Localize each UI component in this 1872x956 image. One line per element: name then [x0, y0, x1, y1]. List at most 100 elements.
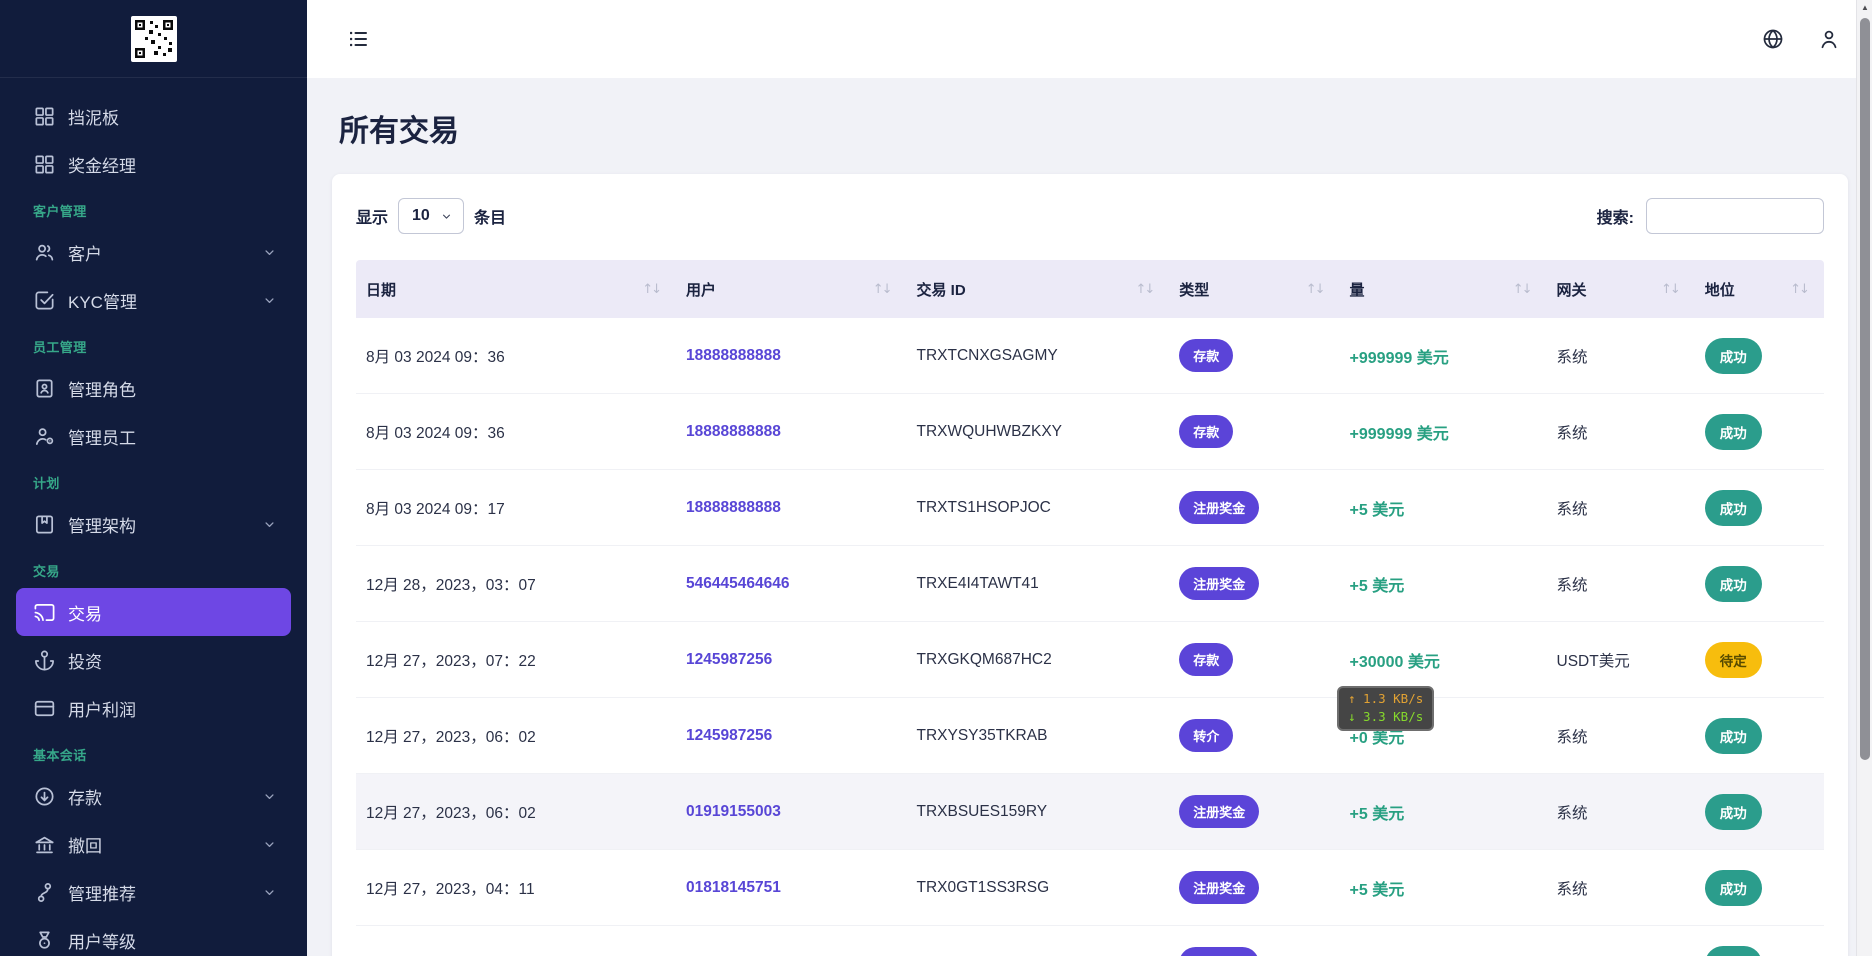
main-content: 所有交易 显示 10 条目 搜索:: [307, 78, 1872, 956]
table-row[interactable]: 12月 27，2023，06：02 1245987256 TRXYSY35TKR…: [356, 698, 1824, 774]
table-row[interactable]: 8月 03 2024 09：36 18888888888 TRXWQUHWBZK…: [356, 394, 1824, 470]
anchor-icon: [33, 649, 56, 672]
sidebar-item-user-levels[interactable]: 用户等级: [16, 916, 291, 956]
sidebar-item-label: 用户等级: [68, 932, 136, 952]
status-badge: 成功: [1704, 793, 1762, 830]
sort-icon: ↑↓: [1305, 281, 1326, 297]
table-row[interactable]: 8月 03 2024 09：17 18888888888 TRXTS1HSOPJ…: [356, 470, 1824, 546]
user-link[interactable]: 1245987256: [686, 650, 773, 668]
table-row[interactable]: 12月 27，2023，08：25 860689969 TRX1RVNHHJPW…: [356, 926, 1824, 956]
show-label: 显示: [356, 210, 389, 227]
globe-icon: [1763, 29, 1783, 49]
table-row[interactable]: 12月 28，2023，03：07 546445464646 TRXE4I4TA…: [356, 546, 1824, 622]
page-size-select[interactable]: 10: [398, 198, 465, 234]
cell-gateway: 系统: [1556, 728, 1588, 746]
sidebar-item-transactions[interactable]: 交易: [16, 588, 291, 636]
sidebar-section-transactions: 交易: [33, 564, 60, 579]
cell-date: 12月 27，2023，04：11: [366, 880, 535, 898]
sidebar-item-user-profit[interactable]: 用户利润: [16, 684, 291, 732]
sidebar-item-withdrawals[interactable]: 撤回: [16, 820, 291, 868]
header-status[interactable]: 地位 ↑↓: [1704, 281, 1810, 299]
status-badge: 成功: [1704, 413, 1762, 450]
share-nodes-icon: [33, 881, 56, 904]
user-icon: [1821, 30, 1837, 49]
page-size-value: 10: [412, 207, 430, 224]
chevron-down-icon: [440, 210, 453, 223]
sidebar-item-kyc-management[interactable]: KYC管理: [16, 276, 291, 324]
sidebar-item-label: 管理角色: [68, 380, 136, 400]
sort-icon: ↑↓: [1660, 281, 1681, 297]
cast-icon: [33, 601, 56, 624]
sidebar-item-investment[interactable]: 投资: [16, 636, 291, 684]
search-label: 搜索:: [1596, 210, 1634, 227]
cell-gateway: 系统: [1556, 880, 1588, 898]
sort-icon: ↑↓: [1512, 281, 1533, 297]
search-control: 搜索:: [1597, 198, 1824, 234]
table-body: 8月 03 2024 09：36 18888888888 TRXTCNXGSAG…: [356, 318, 1824, 956]
language-button[interactable]: [1760, 26, 1786, 52]
sidebar-item-label: 存款: [68, 788, 102, 808]
sidebar-item-label: 管理员工: [68, 428, 136, 448]
header-gateway[interactable]: 网关 ↑↓: [1556, 281, 1681, 299]
user-link[interactable]: 18888888888: [686, 422, 781, 440]
search-input[interactable]: [1646, 198, 1824, 234]
menu-toggle-button[interactable]: [345, 26, 371, 52]
sidebar-section-basic-sessions: 基本会话: [33, 748, 87, 763]
user-link[interactable]: 01818145751: [686, 878, 781, 896]
sidebar-nav: 挡泥板 奖金经理 客户管理 客户 KYC管理 员工管理 管理角色: [0, 78, 307, 956]
transactions-card: 显示 10 条目 搜索: 日期 ↑↓ 用户 ↑: [332, 174, 1848, 956]
sidebar-item-manage-referrals[interactable]: 管理推荐: [16, 868, 291, 916]
download-speed: ↓ 3.3 KB/s: [1348, 709, 1424, 724]
sidebar-item-label: 管理推荐: [68, 884, 136, 904]
transactions-table: 日期 ↑↓ 用户 ↑↓ 交易 ID ↑↓ 类型 ↑↓ 量 ↑↓ 网关 ↑↓ 地位 ↑↓ 8月 …: [356, 260, 1824, 956]
cell-amount: +999999 美元: [1349, 425, 1449, 443]
sidebar-item-customers[interactable]: 客户: [16, 228, 291, 276]
type-badge: 注册奖金: [1179, 491, 1260, 524]
sidebar-item-manage-roles[interactable]: 管理角色: [16, 364, 291, 412]
sidebar: 挡泥板 奖金经理 客户管理 客户 KYC管理 员工管理 管理角色: [0, 0, 307, 956]
sidebar-item-dashboard[interactable]: 挡泥板: [16, 92, 291, 140]
window-scrollbar[interactable]: ▲: [1856, 0, 1872, 956]
cell-amount: +999999 美元: [1349, 349, 1449, 367]
table-row[interactable]: 12月 27，2023，07：22 1245987256 TRXGKQM687H…: [356, 622, 1824, 698]
header-transaction-id[interactable]: 交易 ID ↑↓: [916, 281, 1155, 299]
table-row[interactable]: 12月 27，2023，04：11 01818145751 TRX0GT1SS3…: [356, 850, 1824, 926]
header-amount[interactable]: 量 ↑↓: [1349, 281, 1533, 299]
scrollbar-up-arrow[interactable]: ▲: [1861, 3, 1869, 12]
user-link[interactable]: 18888888888: [686, 498, 781, 516]
header-user[interactable]: 用户 ↑↓: [686, 281, 892, 299]
cell-transaction-id: TRX0GT1SS3RSG: [916, 878, 1050, 896]
content-area: 所有交易 显示 10 条目 搜索:: [307, 0, 1872, 956]
scrollbar-thumb[interactable]: [1860, 18, 1870, 760]
status-badge: 成功: [1704, 489, 1762, 526]
type-badge: 注册奖金: [1179, 871, 1260, 904]
cell-gateway: 系统: [1556, 348, 1588, 366]
sidebar-item-manage-employees[interactable]: 管理员工: [16, 412, 291, 460]
list-icon: [349, 30, 367, 48]
user-link[interactable]: 860689969: [686, 955, 764, 956]
profile-button[interactable]: [1816, 26, 1842, 52]
sidebar-item-label: 挡泥板: [68, 108, 119, 128]
cell-amount: +5 美元: [1349, 501, 1405, 519]
user-link[interactable]: 1245987256: [686, 726, 773, 744]
type-badge: 注册奖金: [1179, 567, 1260, 600]
cell-date: 12月 27，2023，07：22: [366, 652, 536, 670]
table-row[interactable]: 12月 27，2023，06：02 01919155003 TRXBSUES15…: [356, 774, 1824, 850]
user-link[interactable]: 01919155003: [686, 802, 781, 820]
sidebar-item-bonus-manager[interactable]: 奖金经理: [16, 140, 291, 188]
cell-date: 12月 28，2023，03：07: [366, 576, 536, 594]
chevron-down-icon: [262, 885, 277, 900]
topbar: [307, 0, 1872, 78]
header-type[interactable]: 类型 ↑↓: [1179, 281, 1326, 299]
sidebar-item-deposits[interactable]: 存款: [16, 772, 291, 820]
sidebar-item-manage-structure[interactable]: 管理架构: [16, 500, 291, 548]
page-title: 所有交易: [339, 115, 459, 148]
user-link[interactable]: 18888888888: [686, 346, 781, 364]
user-link[interactable]: 546445464646: [686, 574, 790, 592]
id-badge-icon: [33, 377, 56, 400]
header-date[interactable]: 日期 ↑↓: [366, 281, 662, 299]
status-badge: 成功: [1704, 869, 1762, 906]
table-row[interactable]: 8月 03 2024 09：36 18888888888 TRXTCNXGSAG…: [356, 318, 1824, 394]
logo-area[interactable]: [0, 0, 307, 78]
